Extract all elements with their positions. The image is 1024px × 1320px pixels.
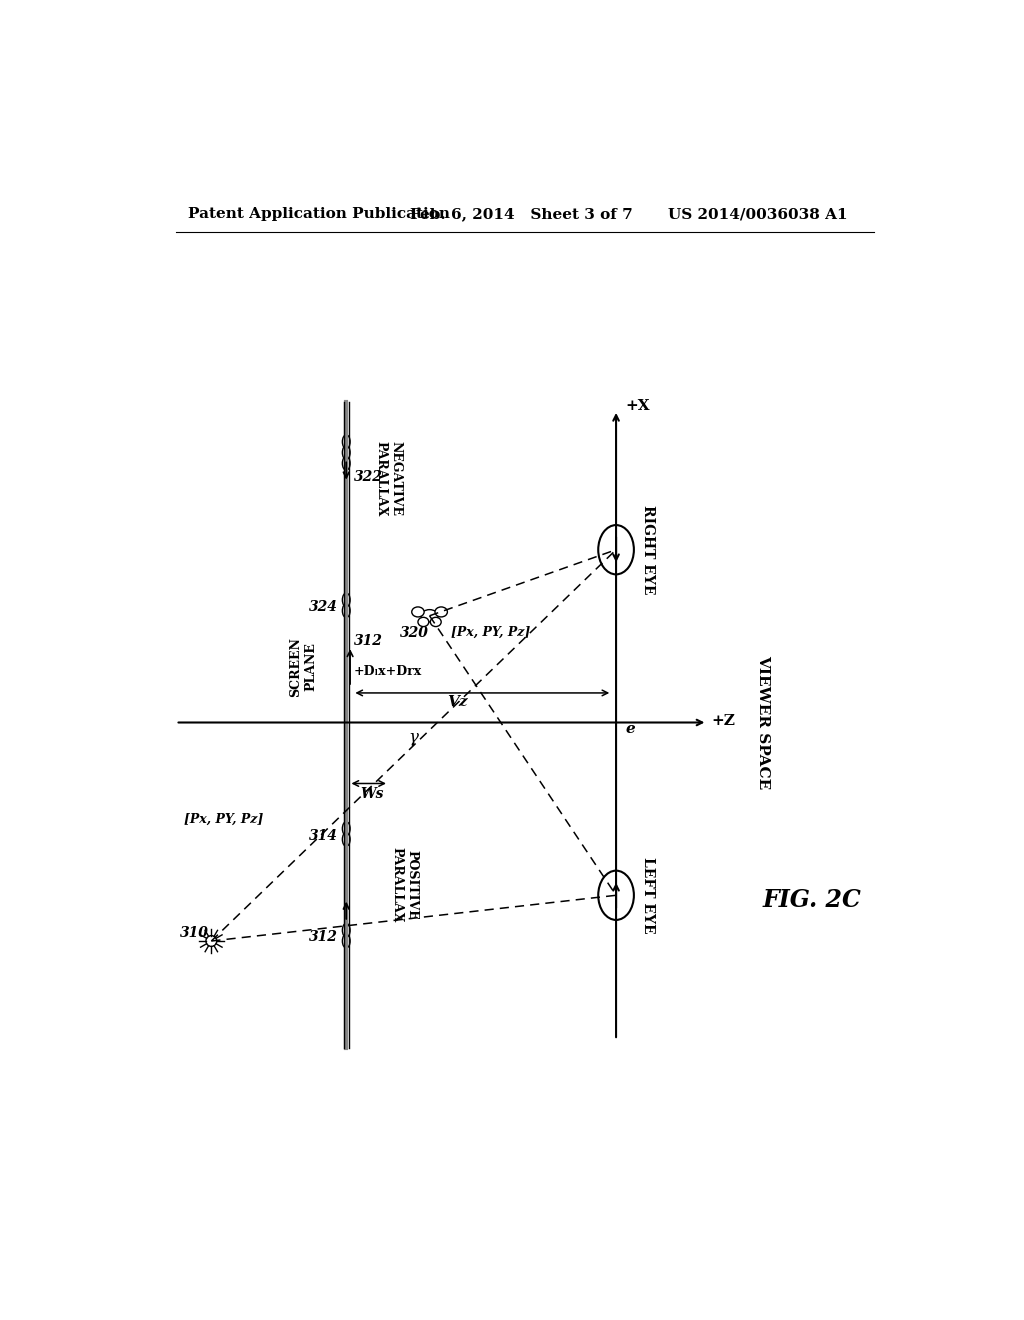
Ellipse shape: [412, 607, 424, 616]
Ellipse shape: [418, 618, 429, 627]
Text: 322: 322: [354, 470, 383, 484]
Text: Vz: Vz: [447, 696, 468, 709]
Text: VIEWER SPACE: VIEWER SPACE: [756, 655, 770, 789]
Ellipse shape: [342, 821, 350, 836]
Text: NEGATIVE
PARALLAX: NEGATIVE PARALLAX: [375, 441, 402, 516]
Text: Feb. 6, 2014   Sheet 3 of 7: Feb. 6, 2014 Sheet 3 of 7: [410, 207, 633, 222]
Text: [Px, PY, Pz]: [Px, PY, Pz]: [452, 626, 530, 639]
Text: +X: +X: [626, 399, 650, 413]
Text: RIGHT EYE: RIGHT EYE: [641, 506, 655, 594]
Ellipse shape: [342, 457, 350, 470]
Ellipse shape: [435, 607, 447, 616]
Text: 312: 312: [309, 931, 338, 944]
Text: SCREEN
PLANE: SCREEN PLANE: [290, 636, 317, 697]
Ellipse shape: [598, 525, 634, 574]
Ellipse shape: [421, 610, 438, 622]
Text: 324: 324: [309, 599, 338, 614]
Text: 314: 314: [309, 829, 338, 842]
Text: e: e: [626, 722, 635, 735]
Text: +Z: +Z: [712, 714, 735, 727]
Text: [Px, PY, Pz]: [Px, PY, Pz]: [183, 813, 263, 825]
Ellipse shape: [342, 593, 350, 607]
Text: LEFT EYE: LEFT EYE: [641, 857, 655, 933]
Text: 312: 312: [354, 634, 383, 648]
Text: 310: 310: [180, 927, 209, 940]
Ellipse shape: [430, 618, 441, 627]
Ellipse shape: [342, 833, 350, 846]
Ellipse shape: [342, 935, 350, 948]
Text: POSITIVE
PARALLAX: POSITIVE PARALLAX: [390, 847, 419, 923]
Ellipse shape: [342, 446, 350, 459]
Text: FIG. 2C: FIG. 2C: [763, 888, 861, 912]
Text: Ws: Ws: [360, 787, 384, 801]
Text: +Dₗx+Drx: +Dₗx+Drx: [354, 665, 422, 678]
Ellipse shape: [342, 923, 350, 937]
Text: Patent Application Publication: Patent Application Publication: [187, 207, 450, 222]
Text: US 2014/0036038 A1: US 2014/0036038 A1: [668, 207, 847, 222]
Ellipse shape: [342, 603, 350, 618]
Ellipse shape: [598, 871, 634, 920]
Text: γ: γ: [409, 729, 418, 746]
Ellipse shape: [342, 434, 350, 449]
Text: 320: 320: [400, 626, 429, 640]
Ellipse shape: [206, 936, 217, 946]
